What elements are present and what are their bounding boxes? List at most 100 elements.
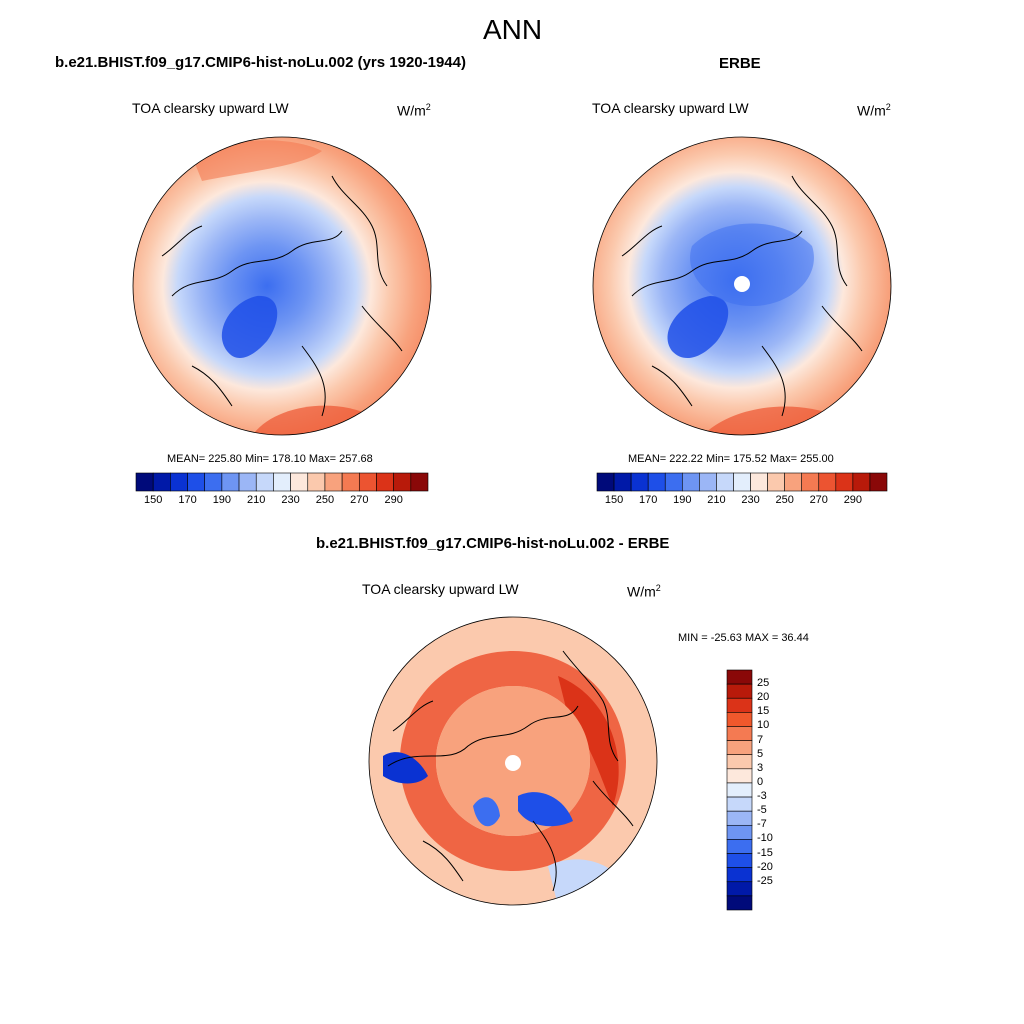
- model-field-background: [133, 137, 431, 435]
- diff-colorbar-tick-label: 7: [757, 733, 764, 746]
- model-colorbar-tick-label: 150: [143, 494, 163, 506]
- diff-colorbar-tick-label: 0: [757, 775, 764, 788]
- diff-colorbar-tick-label: 15: [757, 705, 770, 718]
- diff-variable-label: TOA clearsky upward LW: [362, 581, 519, 597]
- model-colorbar-tick-label: 250: [315, 494, 335, 506]
- diff-units-label: W/m2: [627, 583, 661, 600]
- obs-colorbar-box: [596, 472, 615, 492]
- model-colorbar-tick-label: 270: [350, 494, 369, 506]
- diff-colorbar-ticks: 25 20 15 10 7 5 3 0 -3 -5 -7 -10 -15 -20 -25: [757, 670, 797, 910]
- diff-strong-warm-east: [558, 676, 619, 806]
- model-colorbar-box: [204, 472, 223, 492]
- diff-colorbar-box: [726, 754, 753, 770]
- obs-colorbar-tick-label: 250: [775, 494, 794, 506]
- obs-colorbar: [596, 472, 888, 492]
- diff-colorbar-tick-label: 20: [757, 691, 770, 704]
- model-coastlines: [161, 175, 403, 417]
- diff-cold-south: [518, 792, 573, 827]
- obs-colorbar-box: [733, 472, 751, 492]
- diff-pole-missing-data: [505, 755, 521, 771]
- obs-panel-title: ERBE: [719, 55, 761, 72]
- model-colorbar-box: [238, 472, 257, 492]
- model-colorbar-box: [273, 472, 291, 492]
- obs-greenland-cold-region: [667, 296, 729, 359]
- diff-panel-title: b.e21.BHIST.f09_g17.CMIP6-hist-noLu.002 …: [316, 535, 670, 552]
- diff-polar-map: [368, 616, 658, 906]
- obs-coastlines: [621, 175, 863, 417]
- obs-polar-map: [592, 136, 892, 436]
- diff-colorbar-tick-label: 5: [757, 747, 764, 760]
- obs-colorbar-tick-label: 150: [604, 494, 624, 506]
- diff-colorbar-box: [726, 669, 753, 685]
- model-colorbar-box: [410, 472, 429, 492]
- model-colorbar-tick-label: 170: [178, 494, 197, 506]
- diff-colorbar-tick-label: -5: [757, 804, 767, 817]
- diff-colorbar-box: [726, 697, 753, 713]
- model-colorbar-box: [341, 472, 360, 492]
- diff-cold-greenland: [473, 797, 500, 827]
- model-colorbar-box: [187, 472, 206, 492]
- diff-colorbar-box: [726, 726, 753, 741]
- obs-colorbar-box: [835, 472, 854, 492]
- obs-units-exponent: 2: [885, 102, 891, 112]
- diff-colorbar-tick-label: 25: [757, 677, 770, 690]
- diff-colorbar-box: [726, 796, 753, 812]
- obs-colorbar-tick-label: 230: [741, 494, 760, 506]
- model-units-base: W/m: [397, 102, 426, 119]
- obs-colorbar-box: [613, 472, 632, 492]
- obs-colorbar-box: [664, 472, 683, 492]
- model-panel-title: b.e21.BHIST.f09_g17.CMIP6-hist-noLu.002 …: [55, 54, 466, 71]
- obs-colorbar-tick-label: 290: [843, 494, 863, 506]
- model-colorbar-ticks: 150 170 190 210 230 250 270 290: [136, 494, 428, 508]
- model-colorbar: [135, 472, 429, 492]
- model-colorbar-tick-label: 290: [384, 494, 403, 506]
- obs-colorbar-box: [869, 472, 888, 492]
- diff-colorbar-box: [726, 853, 753, 868]
- model-units-exponent: 2: [425, 102, 431, 112]
- obs-units-base: W/m: [857, 102, 886, 119]
- figure-title: ANN: [483, 14, 543, 45]
- obs-colorbar-box: [681, 472, 700, 492]
- model-colorbar-tick-label: 190: [212, 494, 232, 506]
- obs-colorbar-tick-label: 190: [673, 494, 692, 506]
- obs-central-cold-region: [690, 223, 814, 306]
- diff-units-exponent: 2: [655, 583, 661, 593]
- diff-colorbar-tick-label: -25: [757, 874, 773, 887]
- model-colorbar-tick-label: 230: [281, 494, 300, 506]
- model-colorbar-box: [290, 472, 309, 492]
- model-colorbar-box: [135, 472, 154, 492]
- obs-colorbar-box: [699, 472, 717, 492]
- model-units-label: W/m2: [397, 102, 431, 119]
- model-colorbar-box: [221, 472, 240, 492]
- diff-colorbar-box: [726, 740, 753, 756]
- model-colorbar-box: [393, 472, 412, 492]
- obs-colorbar-ticks: 150 170 190 210 230 250 270 290: [597, 494, 887, 508]
- diff-stats: MIN = -25.63 MAX = 36.44: [678, 632, 809, 644]
- obs-colorbar-tick-label: 270: [809, 494, 828, 506]
- model-stats: MEAN= 225.80 Min= 178.10 Max= 257.68: [167, 453, 373, 465]
- diff-units-base: W/m: [627, 583, 656, 600]
- model-colorbar-box: [255, 472, 274, 492]
- obs-colorbar-box: [767, 472, 785, 492]
- model-variable-label: TOA clearsky upward LW: [132, 100, 289, 116]
- obs-colorbar-tick-label: 210: [707, 494, 726, 506]
- diff-colorbar-tick-label: 3: [757, 761, 764, 774]
- diff-colorbar-tick-label: 10: [757, 719, 770, 732]
- diff-colorbar-tick-label: -20: [757, 860, 773, 873]
- diff-colorbar: [726, 669, 753, 911]
- obs-colorbar-box: [818, 472, 837, 492]
- diff-colorbar-tick-label: -10: [757, 832, 773, 845]
- diff-colorbar-box: [726, 810, 753, 826]
- model-colorbar-box: [324, 472, 343, 492]
- model-colorbar-box: [358, 472, 377, 492]
- diff-colorbar-tick-label: -3: [757, 790, 767, 803]
- diff-colorbar-box: [726, 895, 753, 911]
- model-colorbar-tick-label: 210: [247, 494, 266, 506]
- model-colorbar-box: [152, 472, 171, 492]
- obs-colorbar-tick-label: 170: [638, 494, 658, 506]
- diff-colorbar-box: [726, 867, 753, 883]
- diff-colorbar-box: [726, 782, 753, 798]
- obs-colorbar-box: [852, 472, 871, 492]
- diff-colorbar-box: [726, 768, 753, 784]
- obs-variable-label: TOA clearsky upward LW: [592, 100, 749, 116]
